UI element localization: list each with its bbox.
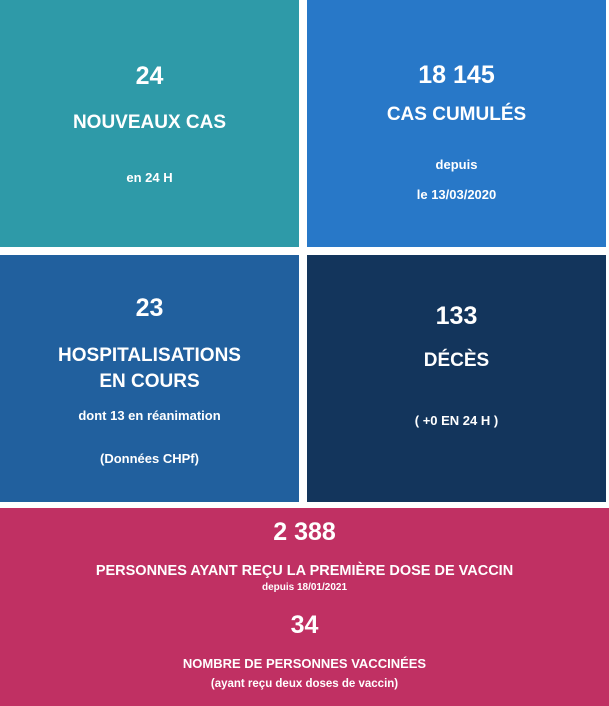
hospitalisations-label-2: EN COURS [99,371,200,392]
cumulative-cases-note-2: le 13/03/2020 [416,187,497,202]
deaths-note: ( +0 EN 24 H ) [414,413,499,428]
first-dose-label: PERSONNES AYANT REÇU LA PREMIÈRE DOSE DE… [95,563,514,579]
new-cases-note: en 24 H [126,170,173,185]
first-dose-value: 2 388 [273,518,336,546]
hospitalisations-value: 23 [135,294,164,322]
cumulative-cases-value: 18 145 [418,61,495,89]
hospitalisations-source: (Données CHPf) [100,451,199,466]
vaccination-tile: 2 388 PERSONNES AYANT REÇU LA PREMIÈRE D… [0,508,609,706]
new-cases-label: NOUVEAUX CAS [72,112,227,133]
hospitalisations-label-1: HOSPITALISATIONS [58,345,241,366]
cumulative-cases-tile: 18 145 CAS CUMULÉS depuis le 13/03/2020 [307,0,606,247]
cumulative-cases-label: CAS CUMULÉS [386,104,527,125]
new-cases-value: 24 [135,62,164,90]
cumulative-cases-note-1: depuis [435,157,478,172]
new-cases-tile: 24 NOUVEAUX CAS en 24 H [0,0,299,247]
fully-vaccinated-note: (ayant reçu deux doses de vaccin) [210,678,399,690]
hospitalisations-tile: 23 HOSPITALISATIONS EN COURS dont 13 en … [0,255,299,502]
deaths-value: 133 [435,302,478,330]
fully-vaccinated-label: NOMBRE DE PERSONNES VACCINÉES [182,656,427,671]
hospitalisations-icu-note: dont 13 en réanimation [78,408,221,423]
deaths-tile: 133 DÉCÈS ( +0 EN 24 H ) [307,255,606,502]
deaths-label: DÉCÈS [423,350,490,371]
first-dose-since: depuis 18/01/2021 [261,582,348,593]
fully-vaccinated-value: 34 [290,611,319,639]
